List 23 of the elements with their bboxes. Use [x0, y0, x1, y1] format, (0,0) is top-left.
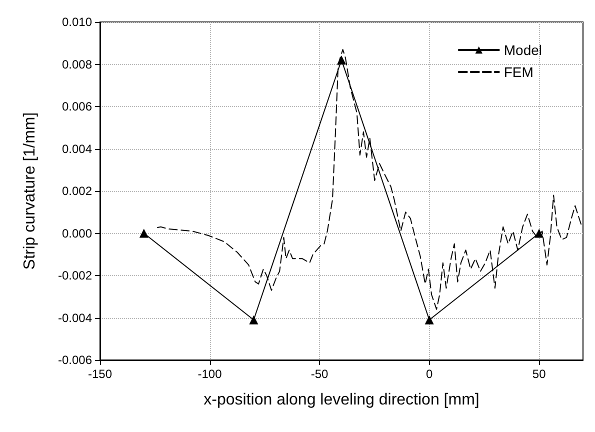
- y-tick-label: 0.000: [62, 226, 92, 240]
- x-tick-label: 50: [532, 367, 546, 381]
- x-tick-label: -50: [310, 367, 329, 381]
- y-tick-label: 0.002: [62, 184, 92, 198]
- x-tick-label: -150: [88, 367, 112, 381]
- y-tick-label: -0.006: [58, 353, 92, 367]
- point: [249, 315, 258, 324]
- y-tick-label: 0.004: [62, 142, 92, 156]
- x-tick-label: 0: [426, 367, 433, 381]
- y-tick-label: -0.004: [58, 310, 92, 325]
- point: [424, 315, 434, 324]
- y-tick-label: 0.008: [62, 57, 92, 72]
- y-axis-title: Strip curvature [1/mm]: [22, 112, 38, 270]
- y-tick-label: 0.010: [62, 15, 92, 29]
- y-tick-label: -0.002: [58, 268, 92, 282]
- x-tick-label: -100: [198, 367, 222, 381]
- legend-label: Model: [504, 42, 542, 58]
- point: [337, 56, 346, 65]
- point: [139, 228, 148, 238]
- y-tick-label: 0.006: [62, 100, 92, 114]
- point: [534, 228, 544, 238]
- legend-label: FEM: [504, 64, 534, 80]
- x-axis-title: x-position along leveling direction [mm]: [204, 392, 480, 408]
